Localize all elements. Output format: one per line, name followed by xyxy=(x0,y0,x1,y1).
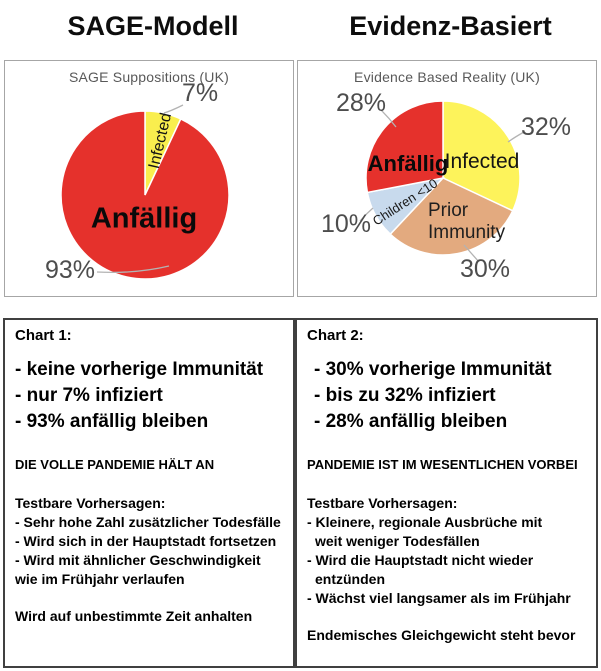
sage-anfaellig-slice-label: Anfällig xyxy=(90,202,198,235)
leader-line-30pct xyxy=(463,244,480,263)
sage-infected-pct-label: 7% xyxy=(182,79,219,107)
sage-chart-panel: SAGE Suppositions (UK) 7% Infected Anfäl… xyxy=(4,60,294,297)
right-column-title: Evidenz-Basiert xyxy=(349,11,552,41)
sage-anfaellig-pct-label: 93% xyxy=(45,256,96,284)
chart1-prediction: - Wird sich in der Hauptstadt fortsetzen xyxy=(15,533,277,550)
leader-line-10pct xyxy=(359,207,374,222)
chart2-conclusion: Endemisches Gleichgewicht steht bevor xyxy=(307,627,576,644)
chart2-statement: PANDEMIE IST IM WESENTLICHEN VORBEI xyxy=(307,457,578,473)
chart1-conclusion: Wird auf unbestimmte Zeit anhalten xyxy=(15,608,253,625)
chart1-heading: Chart 1: xyxy=(15,327,72,344)
sage-chart-title: SAGE Suppositions (UK) xyxy=(68,69,230,85)
leader-line-28pct xyxy=(380,109,397,128)
evidence-prior-immunity-slice-label: Prior Immunity xyxy=(428,200,506,244)
chart2-key-bullets: - 30% vorherige Immunität - bis zu 32% i… xyxy=(307,357,586,435)
chart1-statement: DIE VOLLE PANDEMIE HÄLT AN xyxy=(15,457,215,473)
leader-line-93pct xyxy=(96,265,170,274)
evidence-pie-chart xyxy=(359,100,525,263)
evidence-chart-title: Evidence Based Reality (UK) xyxy=(354,69,540,85)
evidence-children-pct-label: 10% xyxy=(321,210,372,238)
sage-pie-chart xyxy=(60,104,230,280)
chart1-prediction: - Wird mit ähnlicher Geschwindigkeit xyxy=(15,552,261,569)
chart2-prediction: - Kleinere, regionale Ausbrüche mit xyxy=(307,514,543,531)
pie-slice-infected xyxy=(442,100,521,212)
chart2-bullet: - 28% anfällig bleiben xyxy=(314,411,508,433)
evidence-prior-immunity-pct-label: 30% xyxy=(460,255,511,283)
left-column-title: SAGE-Modell xyxy=(67,11,239,41)
chart1-predictions-heading: Testbare Vorhersagen: xyxy=(15,495,166,512)
chart1-prediction: - Sehr hohe Zahl zusätzlicher Todesfälle xyxy=(15,514,281,531)
chart2-prediction: - Wächst viel langsamer als im Frühjahr xyxy=(307,590,571,607)
chart2-bullet: - 30% vorherige Immunität xyxy=(314,359,552,380)
leader-line-7pct xyxy=(163,104,184,114)
pie-slice-anfällig xyxy=(60,110,230,280)
chart1-bullet: - nur 7% infiziert xyxy=(15,385,163,407)
evidence-infected-slice-label: Infected xyxy=(444,150,520,173)
chart2-prediction: - Wird die Hauptstadt nicht wieder xyxy=(307,552,534,569)
evidence-chart-panel: Evidence Based Reality (UK) 28% 32% 10% … xyxy=(297,60,597,297)
chart1-prediction-continuation: wie im Frühjahr verlaufen xyxy=(15,571,185,588)
chart1-summary-panel: Chart 1: - keine vorherige Immunität - n… xyxy=(3,318,295,668)
evidence-infected-pct-label: 32% xyxy=(521,113,572,141)
chart2-prediction-continuation: weit weniger Todesfällen xyxy=(315,533,480,550)
chart2-prediction-continuation: entzünden xyxy=(315,571,385,588)
chart2-bullet: - bis zu 32% infiziert xyxy=(314,385,496,407)
chart1-bullet: - keine vorherige Immunität xyxy=(15,359,264,380)
evidence-anfaellig-pct-label: 28% xyxy=(336,89,387,117)
chart2-heading: Chart 2: xyxy=(307,327,364,344)
chart2-predictions-heading: Testbare Vorhersagen: xyxy=(307,495,458,512)
pie-slice-prior-immunity xyxy=(389,177,514,256)
chart2-summary-panel: Chart 2: - 30% vorherige Immunität - bis… xyxy=(295,318,598,668)
evidence-anfaellig-slice-label: Anfällig xyxy=(367,151,449,176)
leader-line-32pct xyxy=(507,131,525,143)
pie-slice-anfällig xyxy=(365,100,444,194)
chart1-key-bullets: - keine vorherige Immunität - nur 7% inf… xyxy=(15,357,283,435)
chart1-bullet: - 93% anfällig bleiben xyxy=(15,411,209,433)
